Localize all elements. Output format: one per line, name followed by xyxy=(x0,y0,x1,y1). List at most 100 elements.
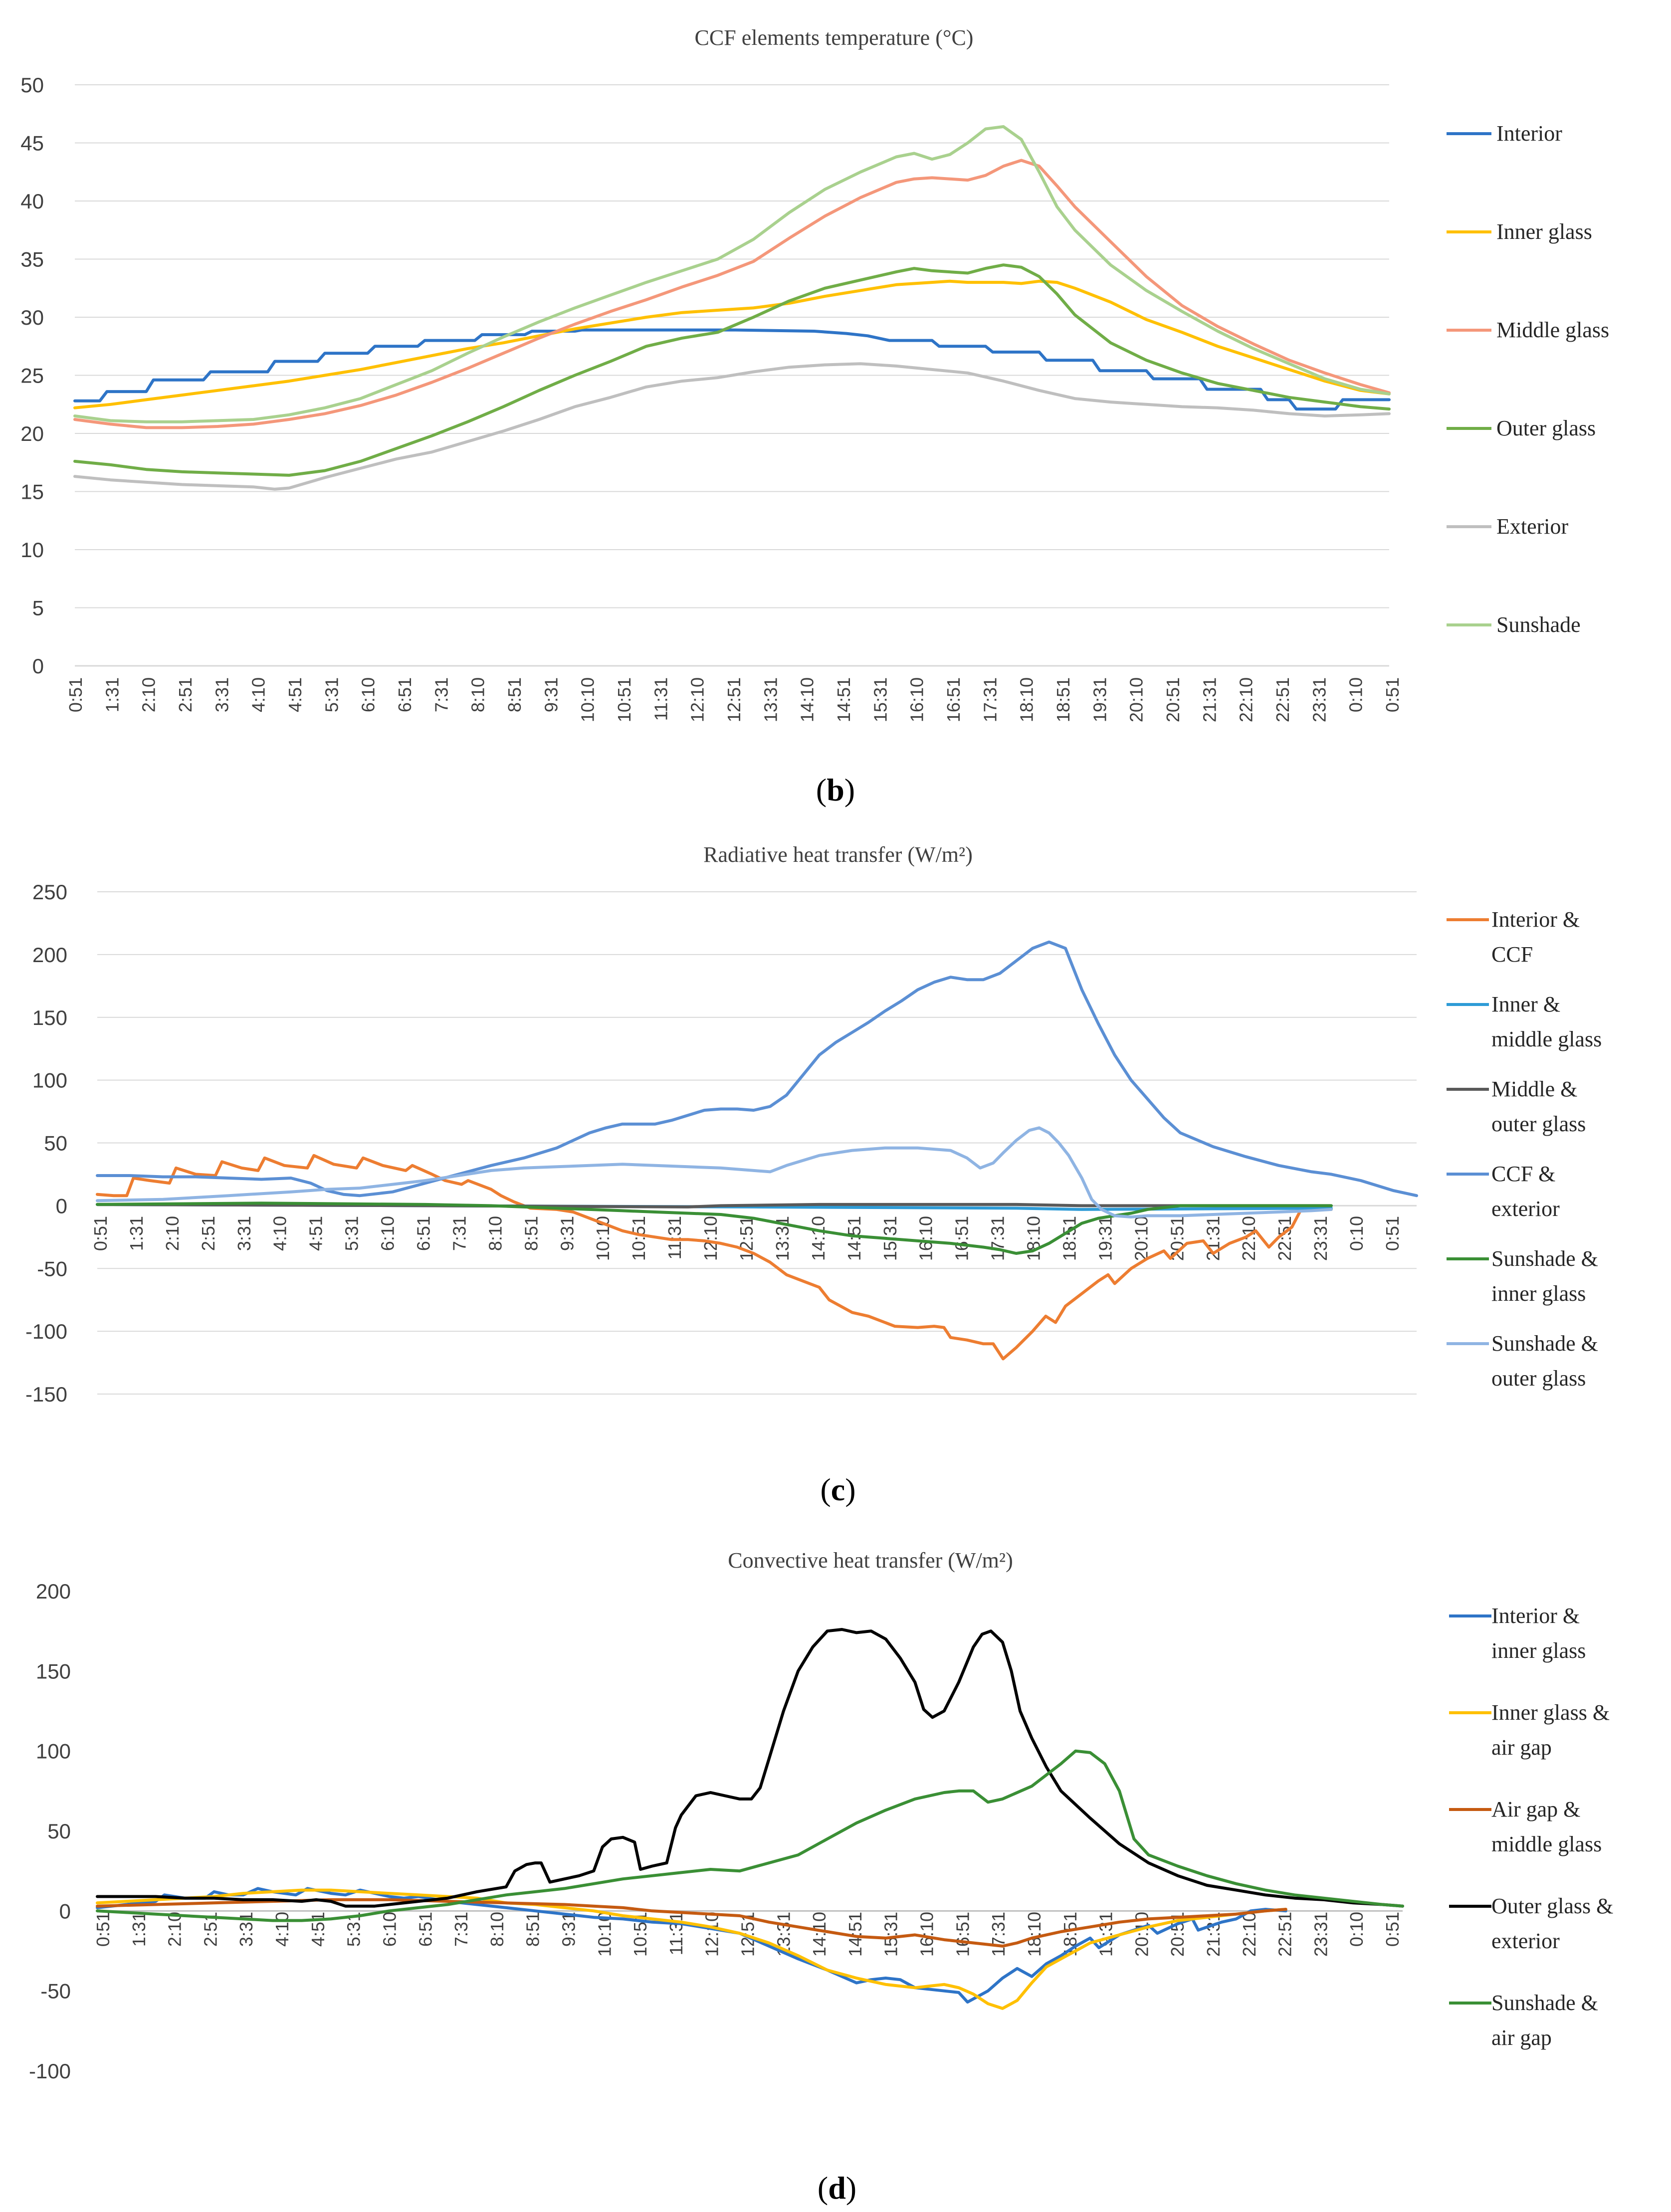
panel-caption-b: (b) xyxy=(816,772,855,807)
x-tick-label: 5:31 xyxy=(321,677,342,712)
x-tick-label: 15:31 xyxy=(870,677,890,722)
x-tick-label: 21:31 xyxy=(1203,1912,1224,1957)
x-tick-label: 4:51 xyxy=(285,677,305,712)
x-tick-label: 22:51 xyxy=(1275,1912,1295,1957)
series-line-inner-glass-air-gap xyxy=(96,1888,1287,2010)
legend-label-ccf-exterior-1: CCF & xyxy=(1491,1162,1555,1186)
series-line-ccf-exterior xyxy=(96,940,1418,1198)
legend-label-sunshade-inner-2: inner glass xyxy=(1491,1281,1586,1306)
x-tick-label: 20:10 xyxy=(1126,677,1147,722)
x-tick-label: 15:31 xyxy=(881,1912,901,1957)
x-tick-label: 7:31 xyxy=(431,677,451,712)
y-tick-30: 30 xyxy=(20,306,44,329)
chart-title: Radiative heat transfer (W/m²) xyxy=(703,842,973,867)
x-tick-label: 22:10 xyxy=(1236,677,1256,722)
x-tick-label: 8:10 xyxy=(468,677,488,712)
series-lines xyxy=(73,125,1391,491)
y-tick-50: -50 xyxy=(37,1257,67,1280)
legend-label-middle-glass: Middle glass xyxy=(1496,318,1609,342)
x-tick-label: 9:31 xyxy=(557,1216,577,1251)
legend: Interior & CCF Inner & middle glass Midd… xyxy=(1447,907,1602,1391)
legend-label-middle-outer-1: Middle & xyxy=(1491,1077,1577,1101)
x-tick-label: 18:51 xyxy=(1053,677,1073,722)
x-tick-label: 18:51 xyxy=(1059,1216,1080,1261)
gridlines xyxy=(75,84,1389,667)
x-tick-labels: 0:51 1:31 2:10 2:51 3:31 4:10 4:51 5:31 6:10 6:51… xyxy=(93,1912,1403,1957)
x-tick-label: 19:31 xyxy=(1089,677,1110,722)
x-tick-label: 0:51 xyxy=(90,1216,111,1251)
legend-label-interior-inner-1: Interior & xyxy=(1491,1604,1580,1628)
series-line-sunshade-inner-glass xyxy=(96,1202,1333,1255)
y-tick-labels: 0 5 10 15 20 25 30 35 40 45 50 xyxy=(20,73,44,678)
x-tick-label: 17:31 xyxy=(988,1912,1009,1957)
x-tick-label: 16:51 xyxy=(943,677,964,722)
x-tick-label: 6:51 xyxy=(395,677,415,712)
y-tick-5: 5 xyxy=(32,597,44,620)
legend-label-inner-middle-1: Inner & xyxy=(1491,992,1560,1016)
x-tick-label: 17:31 xyxy=(980,677,1000,722)
y-tick-100: 100 xyxy=(36,1740,71,1763)
x-tick-label: 18:10 xyxy=(1017,677,1037,722)
x-tick-label: 4:51 xyxy=(306,1216,326,1251)
x-tick-label: 4:10 xyxy=(270,1216,290,1251)
y-tick-50: 50 xyxy=(47,1819,71,1843)
x-tick-label: 6:51 xyxy=(414,1216,434,1251)
legend-label-exterior: Exterior xyxy=(1496,514,1569,539)
series-lines xyxy=(96,1628,1404,2010)
legend-label-sunshade-outer-1: Sunshade & xyxy=(1491,1331,1598,1356)
y-tick-40: 40 xyxy=(20,190,44,213)
x-tick-label: 4:10 xyxy=(248,677,269,712)
legend-label-outer-exterior-1: Outer glass & xyxy=(1491,1894,1613,1918)
x-tick-label: 12:10 xyxy=(702,1912,722,1957)
x-tick-label: 0:10 xyxy=(1346,1216,1367,1251)
series-line-exterior xyxy=(73,362,1391,491)
y-tick-100: -100 xyxy=(29,2059,71,2083)
x-tick-label: 2:51 xyxy=(175,677,196,712)
x-tick-label: 9:31 xyxy=(558,1912,579,1947)
x-tick-label: 16:51 xyxy=(952,1216,972,1261)
x-tick-label: 11:31 xyxy=(650,677,671,721)
x-tick-label: 1:31 xyxy=(102,677,122,712)
x-tick-label: 12:51 xyxy=(724,677,744,722)
x-tick-label: 17:31 xyxy=(988,1216,1008,1261)
x-tick-label: 8:51 xyxy=(504,677,525,712)
legend-label-interior-ccf-2: CCF xyxy=(1491,942,1533,967)
y-tick-150: -150 xyxy=(25,1383,67,1406)
x-tick-label: 0:51 xyxy=(1382,677,1403,712)
x-tick-label: 23:31 xyxy=(1310,1912,1331,1957)
legend-label-inner-airgap-1: Inner glass & xyxy=(1491,1700,1610,1725)
chart-title: Convective heat transfer (W/m²) xyxy=(728,1548,1013,1573)
y-tick-0: 0 xyxy=(59,1899,71,1923)
series-line-sunshade xyxy=(73,125,1391,423)
x-tick-label: 14:51 xyxy=(834,677,854,722)
legend-label-airgap-middle-2: middle glass xyxy=(1491,1832,1602,1856)
x-tick-label: 16:10 xyxy=(916,1216,936,1261)
x-tick-label: 7:31 xyxy=(451,1912,471,1947)
x-tick-label: 9:31 xyxy=(541,677,561,712)
x-tick-label: 2:10 xyxy=(162,1216,183,1251)
x-tick-label: 1:31 xyxy=(129,1912,149,1947)
x-tick-label: 19:31 xyxy=(1096,1912,1116,1957)
y-tick-labels: -150 -100 -50 0 50 100 150 200 250 xyxy=(25,880,67,1406)
x-tick-label: 2:10 xyxy=(139,677,159,712)
legend: Interior & inner glass Inner glass & air… xyxy=(1449,1604,1613,2050)
x-tick-label: 14:51 xyxy=(844,1216,864,1261)
x-tick-label: 6:51 xyxy=(415,1912,435,1947)
legend-label-sunshade-outer-2: outer glass xyxy=(1491,1366,1586,1391)
x-tick-label: 0:51 xyxy=(1382,1912,1403,1947)
panel-caption-d: (d) xyxy=(818,2170,856,2206)
series-line-inner-glass xyxy=(73,279,1391,409)
y-tick-45: 45 xyxy=(20,132,44,155)
x-tick-label: 14:10 xyxy=(808,1216,829,1261)
chart-title: CCF elements temperature (°C) xyxy=(695,25,974,50)
y-tick-250: 250 xyxy=(32,880,67,904)
series-lines xyxy=(96,940,1418,1361)
x-tick-label: 14:10 xyxy=(809,1912,830,1957)
legend-label-outer-exterior-2: exterior xyxy=(1491,1929,1560,1953)
x-tick-label: 0:51 xyxy=(65,677,86,712)
y-tick-200: 200 xyxy=(32,943,67,967)
x-tick-label: 12:10 xyxy=(687,677,708,722)
x-tick-label: 12:10 xyxy=(700,1216,721,1261)
x-tick-label: 10:51 xyxy=(628,1216,649,1261)
legend-label-interior-ccf-1: Interior & xyxy=(1491,907,1580,932)
